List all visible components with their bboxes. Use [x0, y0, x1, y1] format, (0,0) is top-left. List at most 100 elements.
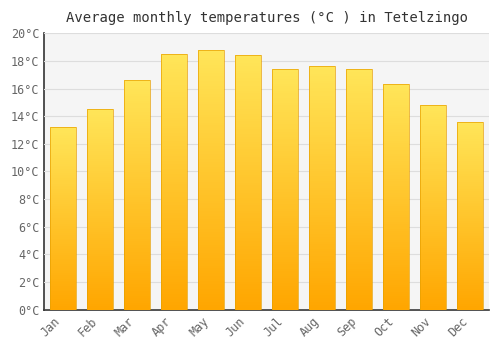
- Bar: [50, 209, 76, 211]
- Bar: [87, 149, 113, 151]
- Bar: [161, 179, 187, 182]
- Bar: [420, 230, 446, 232]
- Bar: [420, 298, 446, 300]
- Bar: [50, 286, 76, 288]
- Bar: [420, 150, 446, 152]
- Bar: [310, 254, 335, 256]
- Bar: [161, 246, 187, 248]
- Bar: [346, 139, 372, 141]
- Bar: [458, 280, 483, 281]
- Bar: [272, 288, 298, 290]
- Bar: [198, 286, 224, 289]
- Bar: [235, 289, 261, 292]
- Bar: [310, 127, 335, 130]
- Bar: [124, 89, 150, 92]
- Bar: [124, 271, 150, 273]
- Bar: [161, 131, 187, 133]
- Bar: [124, 298, 150, 301]
- Bar: [310, 210, 335, 212]
- Bar: [235, 99, 261, 101]
- Bar: [161, 195, 187, 197]
- Bar: [198, 63, 224, 65]
- Bar: [87, 284, 113, 286]
- Bar: [87, 266, 113, 268]
- Bar: [124, 183, 150, 186]
- Bar: [310, 307, 335, 310]
- Bar: [124, 273, 150, 275]
- Bar: [235, 109, 261, 111]
- Bar: [87, 180, 113, 181]
- Bar: [124, 140, 150, 142]
- Bar: [272, 180, 298, 182]
- Bar: [87, 292, 113, 294]
- Bar: [420, 117, 446, 119]
- Bar: [346, 132, 372, 134]
- Bar: [198, 89, 224, 91]
- Bar: [124, 223, 150, 225]
- Bar: [235, 200, 261, 203]
- Bar: [50, 175, 76, 176]
- Bar: [384, 305, 409, 307]
- Bar: [198, 245, 224, 247]
- Bar: [198, 175, 224, 177]
- Bar: [161, 287, 187, 289]
- Bar: [310, 203, 335, 205]
- Bar: [50, 233, 76, 235]
- Bar: [235, 119, 261, 121]
- Bar: [198, 122, 224, 125]
- Bar: [87, 298, 113, 300]
- Bar: [124, 305, 150, 307]
- Bar: [420, 124, 446, 126]
- Bar: [346, 252, 372, 254]
- Bar: [346, 290, 372, 293]
- Bar: [420, 193, 446, 195]
- Bar: [346, 216, 372, 218]
- Bar: [124, 149, 150, 151]
- Bar: [50, 226, 76, 228]
- Bar: [310, 93, 335, 96]
- Bar: [198, 71, 224, 73]
- Bar: [310, 154, 335, 156]
- Bar: [198, 180, 224, 182]
- Bar: [124, 186, 150, 188]
- Bar: [87, 123, 113, 125]
- Bar: [161, 118, 187, 120]
- Bar: [87, 246, 113, 247]
- Bar: [272, 199, 298, 202]
- Bar: [235, 117, 261, 119]
- Bar: [384, 278, 409, 280]
- Bar: [458, 182, 483, 184]
- Bar: [420, 183, 446, 185]
- Bar: [50, 270, 76, 271]
- Bar: [346, 69, 372, 310]
- Bar: [87, 260, 113, 261]
- Bar: [87, 210, 113, 211]
- Bar: [198, 237, 224, 239]
- Bar: [161, 64, 187, 67]
- Bar: [124, 188, 150, 190]
- Bar: [458, 195, 483, 197]
- Bar: [346, 245, 372, 247]
- Bar: [458, 139, 483, 140]
- Bar: [384, 193, 409, 195]
- Bar: [420, 197, 446, 199]
- Bar: [420, 195, 446, 197]
- Bar: [50, 171, 76, 173]
- Bar: [420, 267, 446, 269]
- Bar: [124, 119, 150, 121]
- Bar: [310, 239, 335, 241]
- Bar: [310, 302, 335, 305]
- Bar: [458, 144, 483, 146]
- Bar: [161, 77, 187, 79]
- Bar: [420, 287, 446, 289]
- Bar: [272, 151, 298, 153]
- Bar: [198, 99, 224, 102]
- Bar: [384, 202, 409, 204]
- Bar: [161, 149, 187, 151]
- Bar: [235, 175, 261, 177]
- Bar: [384, 152, 409, 154]
- Bar: [50, 173, 76, 175]
- Bar: [161, 85, 187, 87]
- Bar: [346, 266, 372, 269]
- Bar: [198, 135, 224, 138]
